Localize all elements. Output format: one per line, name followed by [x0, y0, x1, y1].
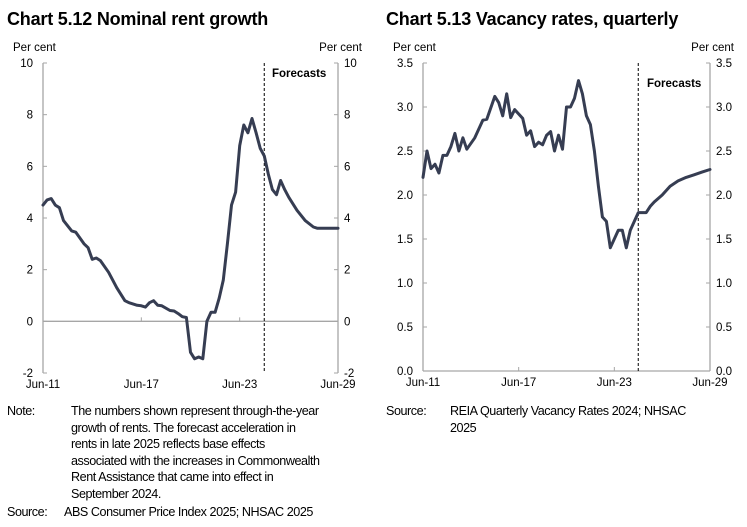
- note-line: Rent Assistance that came into effect in: [71, 470, 274, 485]
- note-line: September 2024.: [71, 486, 161, 501]
- source-text: ABS Consumer Price Index 2025; NHSAC 202…: [64, 505, 313, 519]
- x-tick-label: Jun-29: [692, 377, 727, 389]
- y-tick-label-left: 2.0: [397, 190, 413, 202]
- note-line: growth of rents. The forecast accelerati…: [71, 420, 296, 435]
- y-tick-label-left: 1.0: [397, 278, 413, 290]
- y-axis-label-left: Per cent: [13, 42, 57, 54]
- left-note: Note: The numbers shown represent throug…: [7, 403, 372, 503]
- y-axis-label-right: Per cent: [691, 42, 735, 54]
- source-text: REIA Quarterly Vacancy Rates 2024; NHSAC: [450, 404, 686, 418]
- y-tick-label-right: 10: [344, 58, 357, 70]
- y-tick-label-right: -2: [344, 368, 354, 380]
- x-tick-label: Jun-11: [406, 377, 440, 389]
- data-line: [421, 79, 712, 250]
- y-tick-label-right: 2.5: [716, 146, 732, 158]
- y-tick-label-left: 8: [27, 110, 33, 122]
- y-tick-label-left: 1.5: [397, 234, 413, 246]
- y-tick-label-right: 0.0: [716, 366, 732, 378]
- y-tick-label-right: 1.5: [716, 234, 732, 246]
- y-tick-label-right: 1.0: [716, 278, 732, 290]
- forecast-label: Forecasts: [272, 68, 326, 80]
- y-tick-label-left: 4: [27, 213, 34, 225]
- y-tick-label-right: 3.0: [716, 102, 732, 114]
- x-tick-label: Jun-11: [26, 379, 60, 391]
- x-tick-label: Jun-23: [222, 379, 257, 391]
- y-axis-label-right: Per cent: [319, 42, 363, 54]
- y-tick-label-left: 6: [27, 161, 33, 173]
- y-tick-label-left: 0.0: [397, 366, 413, 378]
- vacancy-rates-chart: 3.5 3.5 3.0 3.0 2.5 2.5 2.0 2.0 1.5 1.5 1.0 1.0 0.5 0…: [393, 42, 735, 389]
- note-line: The numbers shown represent through-the-…: [71, 404, 319, 418]
- chart-title-rent-growth: Chart 5.12 Nominal rent growth: [7, 9, 269, 29]
- y-tick-label-left: 10: [20, 58, 33, 70]
- y-tick-label-right: 2.0: [716, 190, 732, 202]
- chart-title-vacancy-rates: Chart 5.13 Vacancy rates, quarterly: [386, 9, 679, 29]
- x-tick-label: Jun-17: [501, 377, 536, 389]
- source-text: 2025: [450, 420, 477, 435]
- y-tick-label-right: 0.5: [716, 322, 732, 334]
- y-tick-label-left: 0.5: [397, 322, 413, 334]
- note-line: associated with the increases in Commonw…: [71, 453, 320, 468]
- left-source: Source: ABS Consumer Price Index 2025; N…: [7, 504, 372, 522]
- x-tick-label: Jun-29: [320, 379, 355, 391]
- y-tick-label-left: 3.0: [397, 102, 413, 114]
- y-axis-label-left: Per cent: [393, 42, 437, 54]
- y-tick-label-right: 6: [344, 161, 350, 173]
- y-tick-label-right: 4: [344, 213, 351, 225]
- y-tick-label-right: 2: [344, 265, 350, 277]
- y-tick-label-left: -2: [23, 368, 33, 380]
- right-source: Source: REIA Quarterly Vacancy Rates 202…: [386, 403, 741, 443]
- x-tick-label: Jun-17: [124, 379, 159, 391]
- y-tick-label-right: 0: [344, 316, 350, 328]
- y-tick-label-left: 2: [27, 265, 33, 277]
- x-tick-label: Jun-23: [597, 377, 632, 389]
- forecast-label: Forecasts: [647, 78, 701, 90]
- y-tick-label-right: 8: [344, 110, 350, 122]
- data-line: [41, 117, 340, 361]
- y-tick-label-left: 2.5: [397, 146, 413, 158]
- note-label: Note:: [7, 404, 35, 418]
- source-label: Source:: [386, 404, 427, 418]
- y-tick-label-left: 0: [27, 316, 33, 328]
- y-tick-label-left: 3.5: [397, 58, 413, 70]
- note-line: rents in late 2025 reflects base effects: [71, 437, 265, 452]
- source-label: Source:: [7, 505, 48, 519]
- y-tick-label-right: 3.5: [716, 58, 732, 70]
